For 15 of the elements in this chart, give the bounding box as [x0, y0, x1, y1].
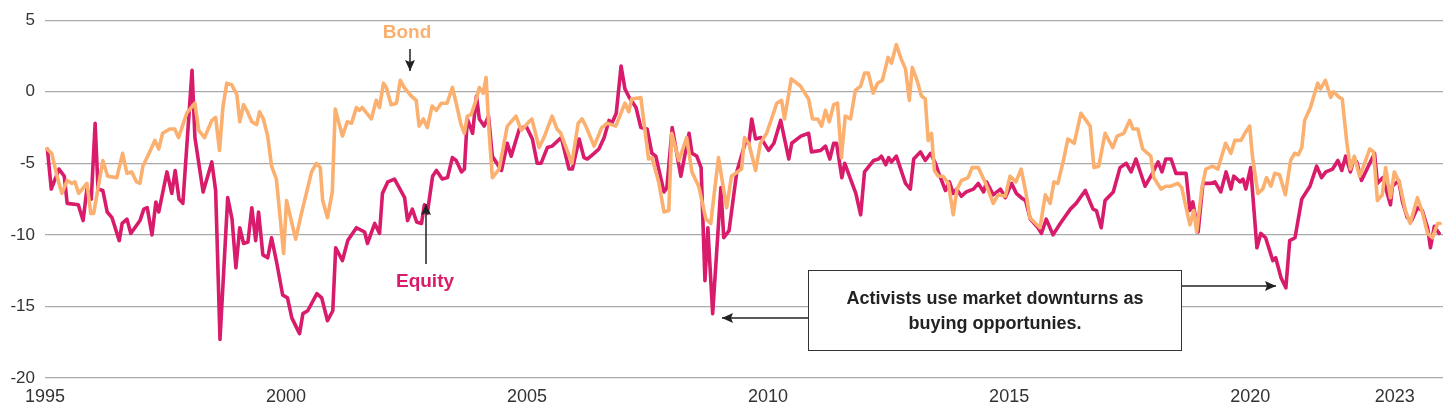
x-tick-label: 2005 — [507, 385, 548, 406]
y-tick-label: -10 — [10, 224, 35, 244]
y-tick-label: -20 — [10, 367, 35, 387]
y-tick-label: -5 — [19, 153, 35, 173]
y-tick-label: -15 — [10, 296, 35, 316]
x-tick-label: 2023 — [1374, 385, 1415, 406]
x-tick-label: 2010 — [748, 385, 789, 406]
y-tick-label: 5 — [25, 9, 35, 29]
x-tick-label: 2020 — [1230, 385, 1271, 406]
text: Bond — [382, 21, 432, 43]
text: Equity — [395, 270, 455, 292]
x-tick-label: 2000 — [266, 385, 307, 406]
y-tick-label: 0 — [25, 81, 35, 101]
x-tick-label: 2015 — [989, 385, 1030, 406]
x-tick-label: 1995 — [24, 385, 66, 406]
